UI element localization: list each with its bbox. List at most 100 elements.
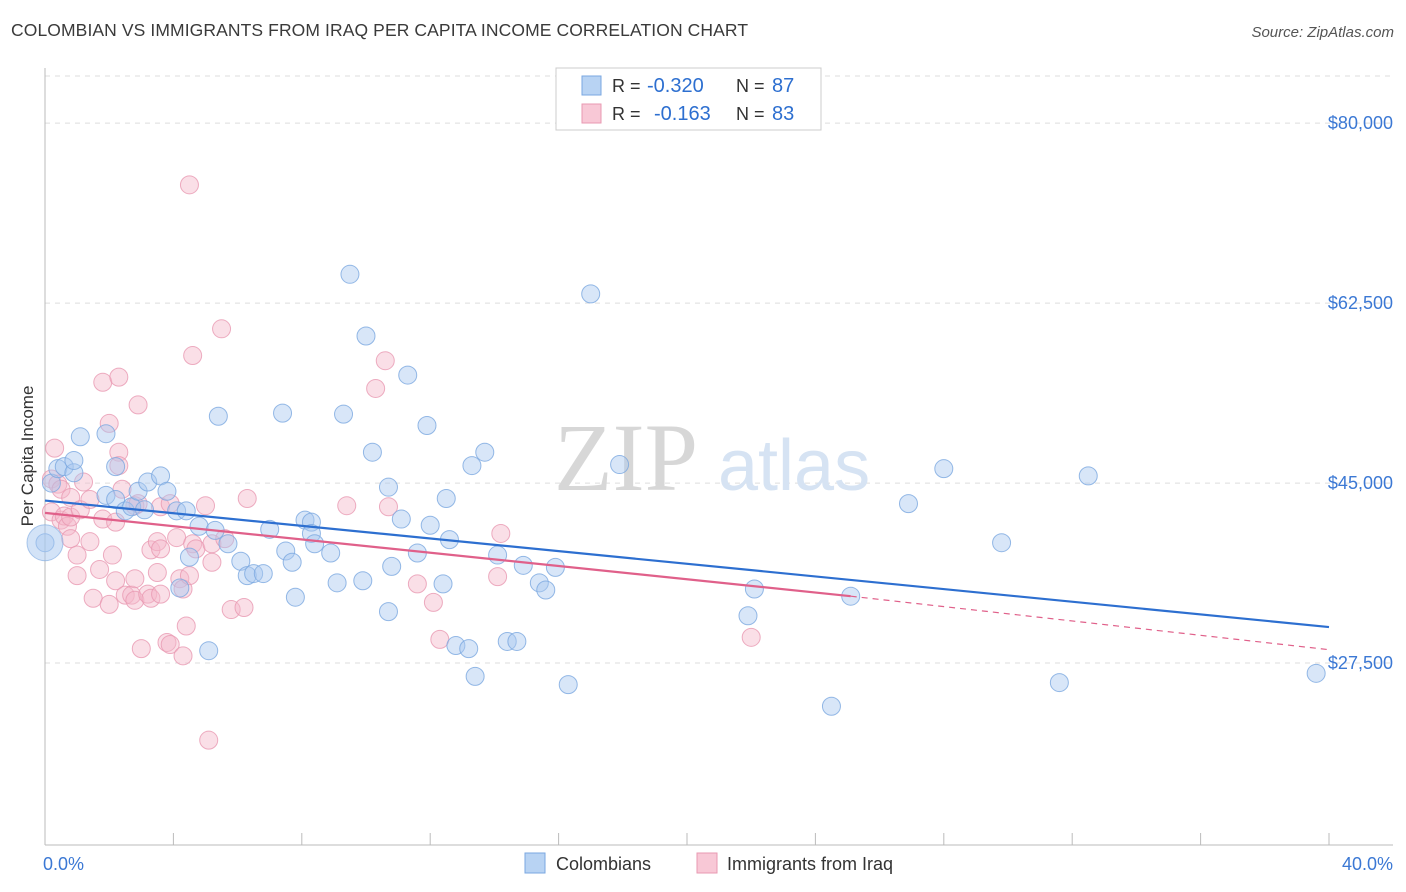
data-point	[67, 566, 87, 586]
data-point	[115, 585, 135, 605]
watermark-zip: ZIP	[554, 404, 698, 511]
trend-line-iraq	[44, 511, 851, 598]
data-point	[147, 563, 167, 583]
data-point	[507, 631, 527, 651]
data-point	[199, 730, 219, 750]
data-point	[276, 541, 296, 561]
data-point	[488, 567, 508, 587]
data-point	[179, 547, 199, 567]
stats-r-value-1: -0.320	[647, 75, 704, 97]
y-tick-label: $62,500	[1328, 293, 1393, 313]
stats-swatch-pink	[581, 103, 602, 124]
data-point	[362, 442, 382, 462]
data-point	[898, 494, 918, 514]
data-point	[93, 372, 113, 392]
data-point	[340, 264, 360, 284]
data-point	[176, 501, 196, 521]
data-point	[64, 450, 84, 470]
data-point	[80, 532, 100, 552]
data-point	[41, 473, 61, 493]
data-point	[581, 284, 601, 304]
stats-n-label-1: N =	[736, 76, 765, 96]
colombian-points	[26, 264, 1326, 716]
data-point	[51, 479, 71, 499]
data-point	[170, 578, 190, 598]
stats-n-value-2: 83	[772, 103, 794, 125]
data-point	[125, 590, 145, 610]
data-point	[260, 519, 280, 539]
data-point	[125, 569, 145, 589]
data-point	[391, 509, 411, 529]
data-point	[83, 588, 103, 608]
data-point	[744, 579, 764, 599]
x-tick-label-max: 40.0%	[1342, 854, 1393, 874]
data-point	[282, 552, 302, 572]
data-point	[465, 666, 485, 686]
data-point	[138, 472, 158, 492]
stats-r-value-2: -0.163	[654, 103, 711, 125]
legend-label-iraq: Immigrants from Iraq	[727, 854, 893, 874]
data-point	[157, 481, 177, 501]
data-point	[208, 406, 228, 426]
data-point	[109, 442, 129, 462]
y-axis-tick-labels: $27,500 $45,000 $62,500 $80,000	[1328, 113, 1393, 673]
data-point	[337, 496, 357, 516]
trend-line-colombians	[44, 499, 1330, 629]
data-point	[48, 474, 68, 494]
iraq-points	[41, 175, 761, 750]
stats-r-label-1: R =	[612, 76, 641, 96]
watermark-atlas: atlas	[718, 426, 870, 506]
data-point	[151, 584, 171, 604]
data-point	[285, 587, 305, 607]
data-point	[215, 529, 235, 549]
data-point	[513, 555, 533, 575]
data-point	[176, 616, 196, 636]
data-point	[741, 627, 761, 647]
data-point	[356, 326, 376, 346]
data-point	[212, 319, 232, 339]
data-point	[491, 523, 511, 543]
data-point	[558, 675, 578, 695]
trend-line-iraq-extension	[850, 595, 1330, 651]
data-point	[738, 606, 758, 626]
x-axis-ticks	[44, 833, 1330, 845]
data-point	[199, 641, 219, 661]
legend-swatch-colombians	[524, 852, 546, 874]
data-point	[96, 424, 116, 444]
data-point	[378, 602, 398, 622]
data-point	[122, 585, 142, 605]
data-point	[160, 635, 180, 655]
data-point	[407, 574, 427, 594]
data-point	[321, 543, 341, 563]
y-tick-label: $45,000	[1328, 473, 1393, 493]
data-point	[1049, 673, 1069, 693]
stats-n-value-1: 87	[772, 75, 794, 97]
data-point	[446, 636, 466, 656]
data-point	[179, 175, 199, 195]
data-point	[237, 488, 257, 508]
data-point	[61, 529, 81, 549]
data-point	[382, 556, 402, 576]
data-point	[45, 438, 65, 458]
data-point	[334, 404, 354, 424]
stats-r-label-2: R =	[612, 104, 641, 124]
data-point	[378, 477, 398, 497]
y-tick-label: $80,000	[1328, 113, 1393, 133]
chart-title: COLOMBIAN VS IMMIGRANTS FROM IRAQ PER CA…	[11, 20, 749, 40]
trend-lines	[44, 499, 1330, 651]
data-point	[173, 646, 193, 666]
data-point	[353, 571, 373, 591]
data-point	[234, 598, 254, 618]
data-point	[109, 367, 129, 387]
data-point	[167, 501, 187, 521]
data-point	[106, 457, 126, 477]
data-point	[202, 552, 222, 572]
data-point	[301, 523, 321, 543]
data-point-large	[26, 524, 64, 562]
legend-swatch-iraq	[696, 852, 718, 874]
data-point	[375, 351, 395, 371]
data-point	[99, 413, 119, 433]
stats-swatch-blue	[581, 75, 602, 96]
data-point	[420, 515, 440, 535]
